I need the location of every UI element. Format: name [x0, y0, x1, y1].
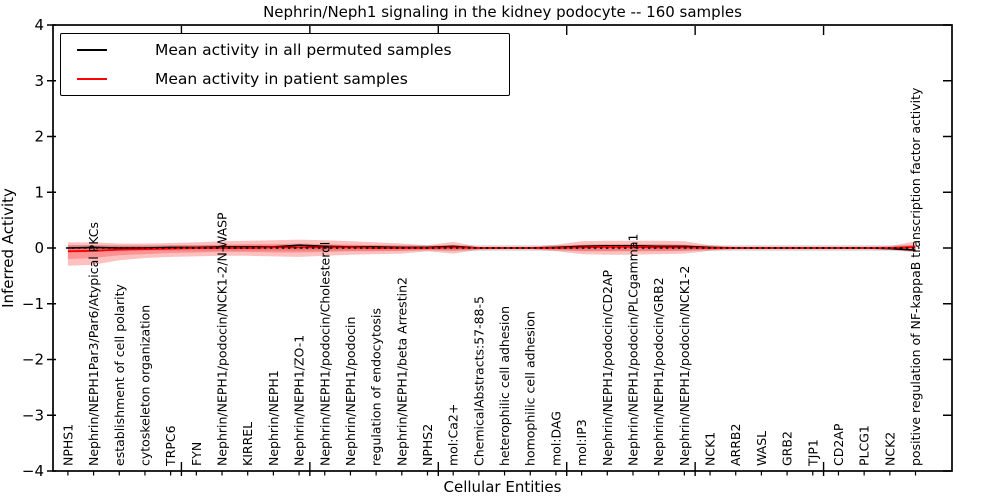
x-tick-label: mol:Ca2+	[446, 404, 461, 466]
patient-line-swatch-icon	[77, 77, 107, 80]
x-tick-label: establishment of cell polarity	[112, 284, 127, 466]
x-tick-label: Nephrin/NEPH1Par3/Par6/Atypical PKCs	[86, 222, 101, 466]
legend-entry-permuted: Mean activity in all permuted samples	[61, 36, 509, 64]
x-tick-label: Nephrin/NEPH1/podocin/CD2AP	[600, 270, 615, 466]
x-tick-label: Nephrin/NEPH1/beta Arrestin2	[394, 277, 409, 466]
x-tick-label: regulation of endocytosis	[369, 308, 384, 466]
x-axis-label: Cellular Entities	[443, 478, 562, 496]
legend: Mean activity in all permuted samples Me…	[60, 33, 510, 96]
x-tick-label: Nephrin/NEPH1/podocin	[343, 317, 358, 466]
x-tick-label: Nephrin/NEPH1	[266, 370, 281, 466]
x-tick-label: WASL	[754, 431, 769, 466]
chart-title: Nephrin/Neph1 signaling in the kidney po…	[263, 3, 742, 21]
y-tick-label: −4	[22, 462, 44, 480]
x-tick-label: NCK2	[882, 432, 897, 466]
y-tick-label: 0	[34, 239, 44, 257]
x-tick-label: positive regulation of NF-kappaB transcr…	[908, 87, 923, 466]
y-tick-label: −1	[22, 295, 44, 313]
x-tick-label: FYN	[189, 442, 204, 466]
y-tick-label: −2	[22, 351, 44, 369]
x-tick-label: homophilic cell adhesion	[523, 311, 538, 466]
legend-label-patient: Mean activity in patient samples	[155, 69, 408, 88]
x-tick-label: Nephrin/NEPH1/podocin/NCK1-2/N-WASP	[215, 212, 230, 466]
legend-label-permuted: Mean activity in all permuted samples	[155, 41, 452, 60]
x-tick-label: mol:DAG	[548, 411, 563, 466]
x-tick-label: Nephrin/NEPH1/podocin/Cholesterol	[317, 242, 332, 466]
x-tick-label: NPHS1	[60, 424, 75, 466]
x-tick-label: mol:IP3	[574, 419, 589, 466]
x-tick-label: CD2AP	[831, 423, 846, 466]
y-tick-label: −3	[22, 406, 44, 424]
y-tick-label: 3	[34, 72, 44, 90]
y-tick-label: 2	[34, 128, 44, 146]
x-tick-label: KIRREL	[240, 422, 255, 466]
y-tick-label: 1	[34, 183, 44, 201]
x-tick-label: Nephrin/NEPH1/podocin/GRB2	[651, 277, 666, 466]
patient-band-outer	[67, 239, 916, 266]
x-tick-label: ARRB2	[728, 424, 743, 466]
x-tick-label: PLCG1	[857, 425, 872, 466]
x-tick-label: heterophilic cell adhesion	[497, 306, 512, 466]
x-tick-label: Nephrin/NEPH1/podocin/NCK1-2	[677, 266, 692, 466]
legend-entry-patient: Mean activity in patient samples	[61, 65, 509, 93]
x-tick-label: TRPC6	[163, 425, 178, 467]
permuted-line-swatch-icon	[77, 49, 107, 52]
x-tick-label: ChemicalAbstracts:57-88-5	[471, 296, 486, 466]
x-tick-label: cytoskeleton organization	[138, 305, 153, 466]
x-tick-label: GRB2	[780, 431, 795, 466]
y-tick-label: 4	[34, 16, 44, 34]
x-tick-label: NPHS2	[420, 424, 435, 466]
x-tick-label: Nephrin/NEPH1/podocin/PLCgamma1	[626, 234, 641, 466]
x-tick-label: TJP1	[805, 439, 820, 467]
x-tick-label: Nephrin/NEPH1/ZO-1	[292, 335, 307, 466]
x-tick-label: NCK1	[703, 432, 718, 466]
